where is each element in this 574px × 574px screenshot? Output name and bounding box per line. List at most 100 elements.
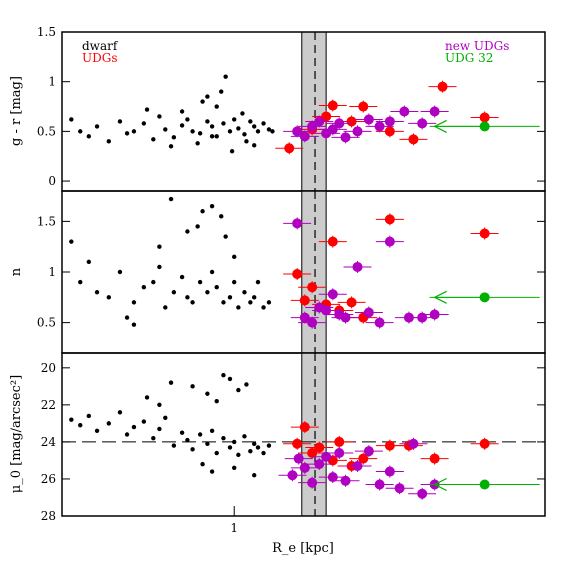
panel-2-dwarf-point [141, 284, 147, 290]
panel-2-dwarf-point [252, 295, 257, 300]
panel-1-dwarf-point [266, 127, 272, 132]
panel-3-dwarf-point [209, 428, 215, 433]
panel-2-dwarf-point [248, 300, 253, 305]
panel-3-dwarf-point [236, 387, 241, 393]
panels: 0 0.5 1 1.5 0.5 1 1.5 20 22 24 26 28 1 [37, 25, 546, 535]
panel-1-new-udgs-point [384, 116, 395, 127]
panel-2-dwarf-point [157, 264, 162, 270]
panel-2-dwarf-point [227, 295, 233, 300]
panel-2-new-udgs-point [429, 309, 440, 320]
panel-1-udgs-point [358, 101, 369, 112]
panel-2-new-udgs-point [363, 307, 374, 318]
panel-1-dwarf-point [270, 129, 275, 134]
panel-1-dwarf-point [86, 134, 92, 139]
panel-1-udgs-point [321, 111, 332, 122]
panel-3-dwarf-point [141, 419, 147, 424]
panel-1-new-udgs-point [429, 106, 440, 117]
panel-1-dwarf-point [214, 134, 219, 139]
panel-3-new-udgs-point [327, 472, 338, 483]
panel-1-dwarf-point [221, 121, 226, 126]
panel-3-y-tick-label: 22 [41, 398, 56, 412]
panel-2-dwarf-point [232, 254, 237, 260]
panel-3-udgs-point [479, 438, 490, 449]
panel-1-dwarf-point [219, 89, 224, 94]
panel-3-new-udgs-point [374, 479, 385, 490]
panel-2-dwarf-point [179, 274, 185, 280]
panel-2-dwarf-point [163, 305, 168, 310]
panel-1-new-udgs-point [334, 118, 345, 129]
panel-1-dwarf-point [248, 119, 253, 124]
panel-3-new-udgs-point [363, 446, 374, 457]
panel-3-dwarf-point [171, 443, 177, 448]
panel-3-dwarf-point [261, 450, 266, 456]
panel-1-dwarf-point [179, 123, 185, 128]
panel-1-udgs-point [327, 100, 338, 111]
panel-1-dwarf-point [205, 119, 210, 124]
panel-1-udgs-point [437, 81, 448, 92]
panel-2-dwarf-point [236, 305, 241, 310]
panel-3-new-udgs-point [287, 470, 298, 481]
panel-2-dwarf-point [185, 295, 190, 300]
panel-3-dwarf-point [144, 395, 150, 400]
panel-1-dwarf-point [179, 109, 185, 114]
panel-2-dwarf-point [205, 290, 210, 295]
panel-2-dwarf-point [190, 300, 195, 305]
panel-1-dwarf-point [209, 124, 215, 129]
panel-1-dwarf-point [240, 111, 245, 116]
panel-3-udgs-point [307, 448, 318, 459]
panel-2-dwarf-point [124, 315, 130, 320]
panel-1-new-udgs-point [352, 126, 363, 137]
panel-1-dwarf-point [197, 131, 203, 136]
panel-1-dwarf-point [69, 117, 74, 122]
panel-2-dwarf-point [157, 244, 162, 249]
panel-1-dwarf-point [171, 135, 177, 140]
panel-2-dwarf-point [106, 295, 112, 300]
panel-2-udgs-point [384, 214, 395, 225]
panel-1-dwarf-point [163, 127, 168, 132]
panel-2-dwarf-point [131, 300, 137, 305]
panel-3-dwarf-point [242, 434, 247, 439]
panel-3-udgs-point [292, 438, 303, 449]
panel-1-dwarf-point [236, 126, 241, 131]
panel-3-dwarf-point [244, 382, 249, 387]
panel-1-dwarf-point [200, 99, 205, 104]
panel-1-dwarf-point [227, 129, 233, 134]
panel-3-dwarf-point [163, 415, 168, 421]
legend-dwarf: dwarf [82, 39, 119, 53]
panel-1-dwarf-point [261, 121, 266, 126]
panel-2-dwarf-point [185, 229, 190, 234]
panel-3-dwarf-point [214, 450, 219, 456]
panel-2-dwarf-point [117, 269, 123, 275]
panel-3-dwarf-point [209, 469, 215, 474]
panel-3-dwarf-point [106, 421, 112, 426]
y-axis-label-panel-2: n [9, 267, 24, 276]
panel-1-new-udgs-point [374, 121, 385, 132]
panel-3-dwarf-point [221, 373, 226, 378]
panel-3-dwarf-point [200, 461, 205, 467]
panel-2-dwarf-point [209, 203, 215, 209]
panel-3-new-udgs-point [307, 477, 318, 488]
panel-3-dwarf-point [266, 443, 272, 448]
panel-2-udgs-point [292, 269, 303, 280]
panel-2-dwarf-point [131, 322, 137, 327]
panel-3-udgs-point [429, 453, 440, 464]
panel-3-dwarf-point [78, 423, 83, 428]
panel-1-shaded-band [301, 31, 327, 192]
panel-1-dwarf-point [244, 139, 249, 144]
panel-2-udgs-point [307, 282, 318, 293]
panel-1-new-udgs-point [327, 124, 338, 135]
panel-1-dwarf-point [141, 121, 147, 126]
panel-2-dwarf-point [151, 279, 156, 285]
panel-3-dwarf-point [252, 441, 257, 446]
panel-2-new-udgs-point [292, 218, 303, 229]
panel-1-y-tick-label: 1.5 [37, 25, 56, 39]
panel-2-dwarf-point [261, 305, 266, 310]
panel-1-dwarf-point [252, 143, 257, 148]
panel-3-new-udgs-point [340, 475, 351, 486]
panel-1-dwarf-point [255, 129, 261, 134]
panel-3-new-udgs-point [352, 460, 363, 471]
panel-2-dwarf-point [168, 196, 174, 202]
panel-1-dwarf-point [190, 129, 195, 134]
panel-1-udgs-point [384, 126, 395, 137]
